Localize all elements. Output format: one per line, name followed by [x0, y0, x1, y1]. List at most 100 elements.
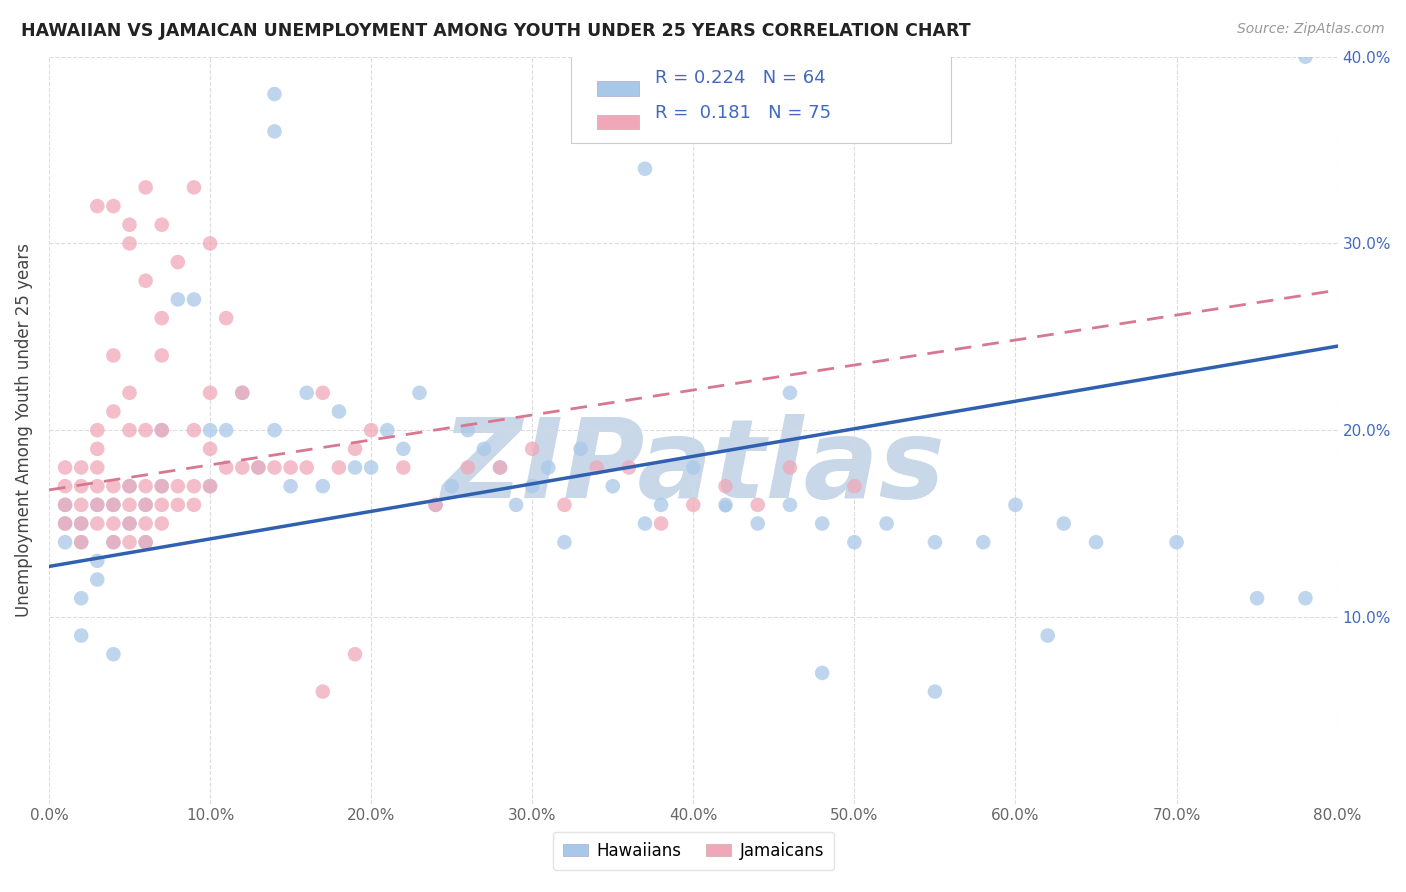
Point	[103, 348, 125, 362]
FancyBboxPatch shape	[571, 49, 950, 143]
Point	[103, 199, 125, 213]
Point	[86, 498, 108, 512]
Point	[425, 498, 447, 512]
Point	[779, 498, 801, 512]
Point	[103, 498, 125, 512]
Point	[150, 479, 173, 493]
Point	[247, 460, 270, 475]
Point	[263, 460, 285, 475]
Point	[86, 199, 108, 213]
Point	[714, 498, 737, 512]
Point	[440, 479, 463, 493]
Point	[150, 516, 173, 531]
Point	[53, 535, 76, 549]
Point	[344, 647, 367, 661]
Point	[231, 460, 253, 475]
Point	[86, 460, 108, 475]
Point	[53, 479, 76, 493]
Point	[70, 460, 93, 475]
Point	[53, 498, 76, 512]
Point	[53, 516, 76, 531]
Point	[844, 535, 866, 549]
Point	[312, 479, 335, 493]
Point	[392, 442, 415, 456]
Point	[295, 460, 318, 475]
Text: HAWAIIAN VS JAMAICAN UNEMPLOYMENT AMONG YOUTH UNDER 25 YEARS CORRELATION CHART: HAWAIIAN VS JAMAICAN UNEMPLOYMENT AMONG …	[21, 22, 970, 40]
Point	[779, 460, 801, 475]
Point	[876, 516, 898, 531]
Point	[1294, 50, 1316, 64]
Point	[360, 460, 382, 475]
Point	[457, 423, 479, 437]
Point	[118, 218, 141, 232]
Point	[150, 311, 173, 326]
Point	[1053, 516, 1076, 531]
Point	[183, 293, 205, 307]
Point	[231, 385, 253, 400]
Point	[328, 404, 350, 418]
Point	[86, 479, 108, 493]
Point	[198, 479, 221, 493]
Point	[150, 423, 173, 437]
Point	[650, 498, 672, 512]
Point	[103, 479, 125, 493]
Point	[70, 516, 93, 531]
Point	[1004, 498, 1026, 512]
Point	[553, 535, 575, 549]
Point	[1085, 535, 1108, 549]
Point	[166, 498, 188, 512]
Point	[118, 516, 141, 531]
Point	[53, 498, 76, 512]
Point	[70, 629, 93, 643]
Point	[280, 479, 302, 493]
Point	[924, 535, 946, 549]
Point	[714, 500, 737, 514]
Point	[198, 479, 221, 493]
Point	[86, 554, 108, 568]
Text: R = 0.224   N = 64: R = 0.224 N = 64	[655, 70, 825, 87]
Point	[280, 460, 302, 475]
Point	[135, 535, 157, 549]
Point	[53, 516, 76, 531]
Point	[70, 591, 93, 606]
Point	[714, 479, 737, 493]
Point	[344, 442, 367, 456]
Point	[602, 479, 624, 493]
FancyBboxPatch shape	[596, 115, 638, 129]
Point	[408, 385, 430, 400]
Point	[118, 479, 141, 493]
Point	[150, 423, 173, 437]
Point	[118, 516, 141, 531]
Point	[103, 647, 125, 661]
Point	[118, 535, 141, 549]
Point	[972, 535, 994, 549]
Point	[924, 684, 946, 698]
Point	[328, 460, 350, 475]
Point	[86, 498, 108, 512]
Point	[150, 348, 173, 362]
Point	[86, 516, 108, 531]
Point	[183, 498, 205, 512]
Point	[166, 255, 188, 269]
Point	[312, 385, 335, 400]
Point	[617, 460, 640, 475]
Point	[1294, 591, 1316, 606]
Point	[198, 385, 221, 400]
Point	[295, 385, 318, 400]
Point	[489, 460, 512, 475]
Point	[183, 423, 205, 437]
Point	[231, 385, 253, 400]
Text: ZIPatlas: ZIPatlas	[441, 414, 945, 521]
Point	[70, 535, 93, 549]
Point	[844, 479, 866, 493]
Point	[569, 442, 592, 456]
Point	[86, 442, 108, 456]
Point	[505, 498, 527, 512]
Point	[1036, 629, 1059, 643]
Point	[1166, 535, 1188, 549]
Point	[135, 423, 157, 437]
Point	[86, 573, 108, 587]
Point	[811, 665, 834, 680]
Point	[166, 293, 188, 307]
Point	[215, 423, 238, 437]
